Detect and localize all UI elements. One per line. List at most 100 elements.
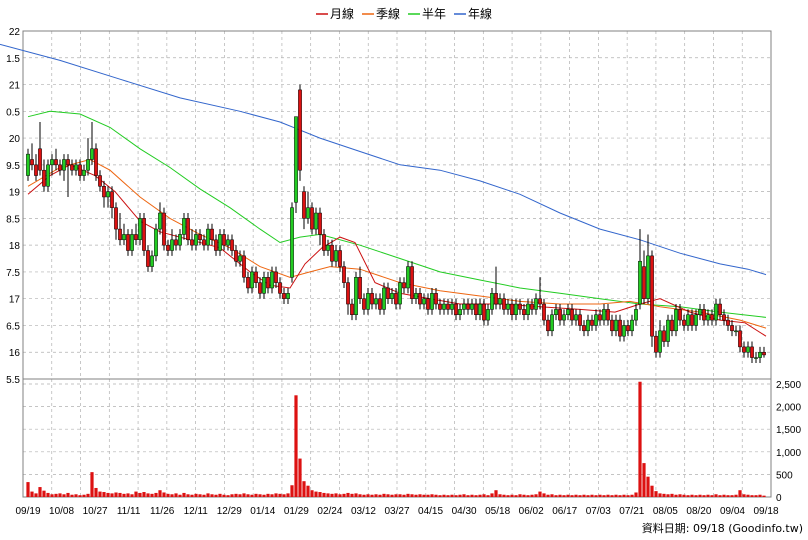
volume-bar (258, 494, 262, 497)
candle-body (474, 303, 478, 316)
volume-bar (486, 495, 490, 497)
candle-body (298, 89, 302, 171)
volume-bar (742, 494, 746, 497)
candle-body (46, 164, 50, 187)
candle-body (610, 319, 614, 332)
volume-bar (238, 494, 242, 497)
candle-body (602, 309, 606, 321)
volume-bar (34, 493, 38, 497)
chart-legend: 月線 季線 半年 年線 (316, 6, 492, 21)
volume-bar (194, 493, 198, 497)
date-tick-label: 07/21 (619, 506, 644, 517)
candle-body (158, 212, 162, 230)
candle-body (146, 250, 150, 267)
candle-body (98, 175, 102, 187)
price-tick-label: 9.5 (6, 161, 20, 172)
volume-bar (134, 491, 138, 497)
candle-body (142, 218, 146, 251)
volume-bar (182, 492, 186, 497)
candle-body (398, 282, 402, 305)
candle-body (634, 309, 638, 321)
volume-bar (530, 494, 534, 497)
candle-body (554, 309, 558, 316)
volume-bar (322, 492, 326, 497)
legend-label: 月線 (330, 6, 354, 21)
volume-bar (306, 485, 310, 497)
volume-bar (510, 494, 514, 497)
volume-bar (606, 494, 610, 497)
candle-body (662, 330, 666, 342)
candle-body (362, 298, 366, 310)
volume-bar (118, 492, 122, 497)
volume-bar (406, 493, 410, 497)
volume-bar (346, 492, 350, 497)
volume-bar (298, 458, 302, 497)
volume-bar (494, 490, 498, 497)
candle-body (354, 277, 358, 316)
volume-bar (362, 494, 366, 497)
candle-body (534, 298, 538, 310)
candle-body (674, 309, 678, 332)
volume-bar (754, 495, 758, 497)
candle-body (202, 239, 206, 246)
volume-bar (98, 491, 102, 497)
candle-body (406, 266, 410, 289)
candle-body (230, 239, 234, 251)
volume-bar (142, 492, 146, 497)
date-tick-label: 12/11 (184, 506, 209, 517)
date-tick-label: 10/27 (83, 506, 108, 517)
candle-body (378, 298, 382, 310)
volume-bar (178, 494, 182, 497)
candle-body (30, 159, 34, 166)
candle-body (74, 164, 78, 171)
candle-body (758, 351, 762, 358)
price-tick-label: 0.5 (6, 107, 20, 118)
candle-body (562, 314, 566, 321)
volume-bar (650, 485, 654, 497)
volume-bar (26, 482, 30, 497)
volume-bar (582, 494, 586, 497)
volume-bar (522, 494, 526, 497)
candle-body (338, 250, 342, 267)
candle-body (578, 314, 582, 326)
volume-bar (614, 494, 618, 497)
volume-bar (214, 494, 218, 497)
candle-body (222, 234, 226, 246)
candle-body (154, 228, 158, 257)
volume-bar (598, 494, 602, 497)
legend-label: 年線 (468, 6, 492, 21)
volume-bar (638, 381, 642, 497)
volume-bar (338, 494, 342, 497)
candle-body (654, 335, 658, 353)
candle-body (558, 309, 562, 321)
volume-bar (210, 494, 214, 497)
candle-body (486, 309, 490, 321)
candle-body (306, 207, 310, 219)
volume-bar (738, 490, 742, 497)
volume-bar (558, 494, 562, 497)
date-tick-label: 04/15 (418, 506, 443, 517)
candle-body (542, 303, 546, 321)
volume-bar (666, 494, 670, 497)
volume-bar (710, 495, 714, 497)
candle-body (330, 244, 334, 262)
candle-body (90, 148, 94, 160)
candle-body (66, 159, 70, 166)
candle-body (50, 159, 54, 166)
candle-body (262, 277, 266, 294)
candle-body (590, 319, 594, 326)
volume-bar (50, 494, 54, 497)
price-tick-label: 18 (9, 241, 21, 252)
candle-body (526, 303, 530, 316)
volume-bar (358, 494, 362, 497)
candle-body (666, 319, 670, 342)
volume-bar (462, 494, 466, 497)
candle-body (454, 303, 458, 316)
volume-bar (714, 494, 718, 497)
volume-bar (246, 494, 250, 497)
volume-bar (314, 491, 318, 497)
volume-tick-label: 500 (776, 470, 793, 481)
candle-body (250, 271, 254, 289)
candle-body (170, 239, 174, 251)
candle-body (750, 346, 754, 358)
